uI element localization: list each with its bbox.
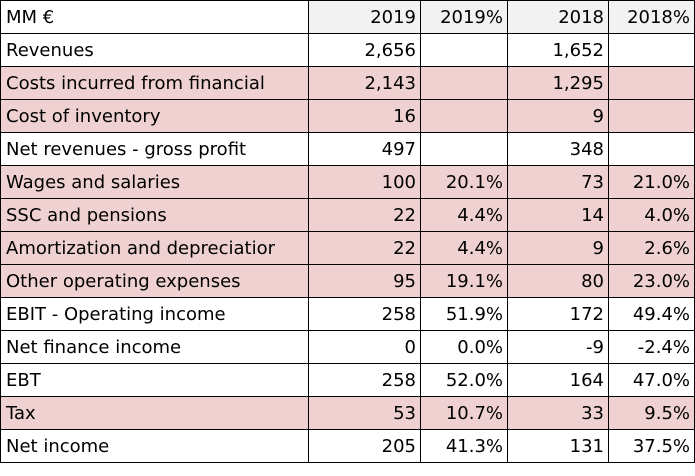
percent-2018-cell: 47.0%	[608, 363, 695, 397]
header-2019-pct-cell: 2019%	[420, 0, 508, 34]
row-label-cell: Costs incurred from financial	[0, 66, 309, 100]
header-2018-cell: 2018	[507, 0, 609, 34]
value-2019-cell: 205	[308, 429, 421, 463]
percent-2019-cell: 19.1%	[420, 264, 508, 298]
value-2019-cell: 258	[308, 363, 421, 397]
percent-2018-cell	[608, 132, 695, 166]
percent-2018-cell: 21.0%	[608, 165, 695, 199]
value-2019-cell: 53	[308, 396, 421, 430]
value-2019-cell: 22	[308, 198, 421, 232]
percent-2018-cell: 4.0%	[608, 198, 695, 232]
row-label-cell: Net income	[0, 429, 309, 463]
table-row: Wages and salaries 100 20.1% 73 21.0%	[0, 165, 695, 199]
value-2019-cell: 22	[308, 231, 421, 265]
percent-2018-cell	[608, 33, 695, 67]
row-label-cell: Revenues	[0, 33, 309, 67]
percent-2019-cell	[420, 99, 508, 133]
row-label-cell: SSC and pensions	[0, 198, 309, 232]
percent-2018-cell: 23.0%	[608, 264, 695, 298]
value-2018-cell: 1,295	[507, 66, 609, 100]
percent-2019-cell: 52.0%	[420, 363, 508, 397]
value-2019-cell: 258	[308, 297, 421, 331]
value-2019-cell: 95	[308, 264, 421, 298]
table-row: Net revenues - gross profit 497 348	[0, 132, 695, 166]
table-row: Cost of inventory 16 9	[0, 99, 695, 133]
percent-2018-cell: 2.6%	[608, 231, 695, 265]
row-label-cell: Net revenues - gross profit	[0, 132, 309, 166]
table-row: Revenues 2,656 1,652	[0, 33, 695, 67]
header-2018-pct-cell: 2018%	[608, 0, 695, 34]
value-2019-cell: 16	[308, 99, 421, 133]
value-2018-cell: 164	[507, 363, 609, 397]
value-2018-cell: 80	[507, 264, 609, 298]
row-label-cell: Cost of inventory	[0, 99, 309, 133]
table-row: Amortization and depreciatior 22 4.4% 9 2.6%	[0, 231, 695, 265]
percent-2019-cell: 20.1%	[420, 165, 508, 199]
value-2018-cell: -9	[507, 330, 609, 364]
percent-2019-cell: 10.7%	[420, 396, 508, 430]
value-2018-cell: 73	[507, 165, 609, 199]
row-label-cell: Tax	[0, 396, 309, 430]
table-row: Net finance income 0 0.0% -9 -2.4%	[0, 330, 695, 364]
table-row: Tax 53 10.7% 33 9.5%	[0, 396, 695, 430]
table-row: EBIT - Operating income 258 51.9% 172 49.4%	[0, 297, 695, 331]
percent-2018-cell	[608, 66, 695, 100]
percent-2018-cell: 9.5%	[608, 396, 695, 430]
percent-2019-cell: 51.9%	[420, 297, 508, 331]
value-2019-cell: 2,656	[308, 33, 421, 67]
value-2018-cell: 1,652	[507, 33, 609, 67]
value-2018-cell: 14	[507, 198, 609, 232]
value-2019-cell: 0	[308, 330, 421, 364]
income-statement-table: MM € 2019 2019% 2018 2018% Revenues 2,656…	[0, 0, 695, 463]
header-row: MM € 2019 2019% 2018 2018%	[0, 0, 695, 34]
table-row: SSC and pensions 22 4.4% 14 4.0%	[0, 198, 695, 232]
percent-2019-cell	[420, 132, 508, 166]
table-row: Other operating expenses 95 19.1% 80 23.0%	[0, 264, 695, 298]
row-label-cell: EBT	[0, 363, 309, 397]
table-row: EBT 258 52.0% 164 47.0%	[0, 363, 695, 397]
value-2018-cell: 348	[507, 132, 609, 166]
percent-2018-cell	[608, 99, 695, 133]
value-2019-cell: 2,143	[308, 66, 421, 100]
value-2018-cell: 172	[507, 297, 609, 331]
value-2018-cell: 9	[507, 99, 609, 133]
value-2019-cell: 100	[308, 165, 421, 199]
percent-2018-cell: 37.5%	[608, 429, 695, 463]
header-label-cell: MM €	[0, 0, 309, 34]
row-label-cell: Wages and salaries	[0, 165, 309, 199]
percent-2019-cell	[420, 66, 508, 100]
table-row: Net income 205 41.3% 131 37.5%	[0, 429, 695, 463]
table-body: Revenues 2,656 1,652 Costs incurred from fi…	[0, 33, 695, 463]
row-label-cell: Other operating expenses	[0, 264, 309, 298]
value-2018-cell: 9	[507, 231, 609, 265]
value-2018-cell: 33	[507, 396, 609, 430]
row-label-cell: Amortization and depreciatior	[0, 231, 309, 265]
row-label-cell: EBIT - Operating income	[0, 297, 309, 331]
header-2019-cell: 2019	[308, 0, 421, 34]
percent-2019-cell: 4.4%	[420, 231, 508, 265]
percent-2019-cell: 41.3%	[420, 429, 508, 463]
row-label-cell: Net finance income	[0, 330, 309, 364]
value-2019-cell: 497	[308, 132, 421, 166]
percent-2019-cell: 4.4%	[420, 198, 508, 232]
table-row: Costs incurred from financial 2,143 1,295	[0, 66, 695, 100]
percent-2018-cell: -2.4%	[608, 330, 695, 364]
value-2018-cell: 131	[507, 429, 609, 463]
percent-2019-cell: 0.0%	[420, 330, 508, 364]
percent-2018-cell: 49.4%	[608, 297, 695, 331]
percent-2019-cell	[420, 33, 508, 67]
